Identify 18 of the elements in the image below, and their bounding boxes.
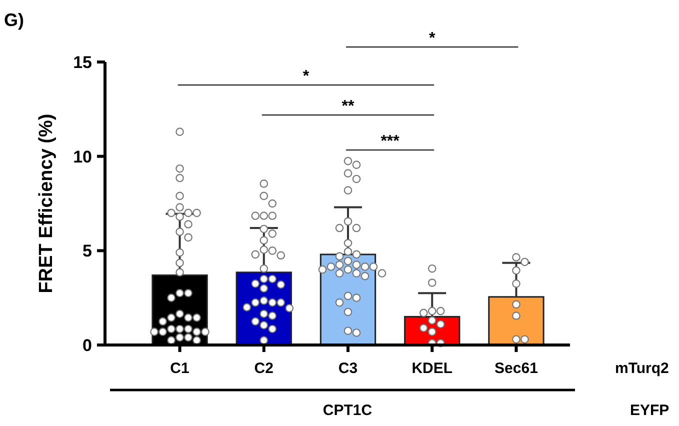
text: mTurq2: [615, 360, 669, 377]
x-tick-label: KDEL: [412, 360, 453, 377]
x-tick-label: C3: [338, 360, 358, 377]
x-tick-label: Sec61: [494, 360, 538, 377]
y-axis-title: FRET Efficiency (%): [36, 114, 57, 294]
text: G): [4, 10, 24, 30]
text: EYFP: [630, 402, 670, 419]
annotation: **: [342, 98, 355, 115]
annotation: ***: [380, 133, 400, 150]
y-tick-label: 10: [73, 147, 92, 166]
x-tick-label: C2: [254, 360, 274, 377]
annotation: *: [302, 68, 310, 85]
text: *: [428, 30, 436, 47]
y-tick-label: 0: [82, 336, 92, 355]
text: CPT1C: [322, 402, 372, 419]
x-tick-label: C1: [170, 360, 190, 377]
y-tick-label: 15: [73, 52, 92, 72]
y-tick-label: 5: [82, 242, 92, 261]
